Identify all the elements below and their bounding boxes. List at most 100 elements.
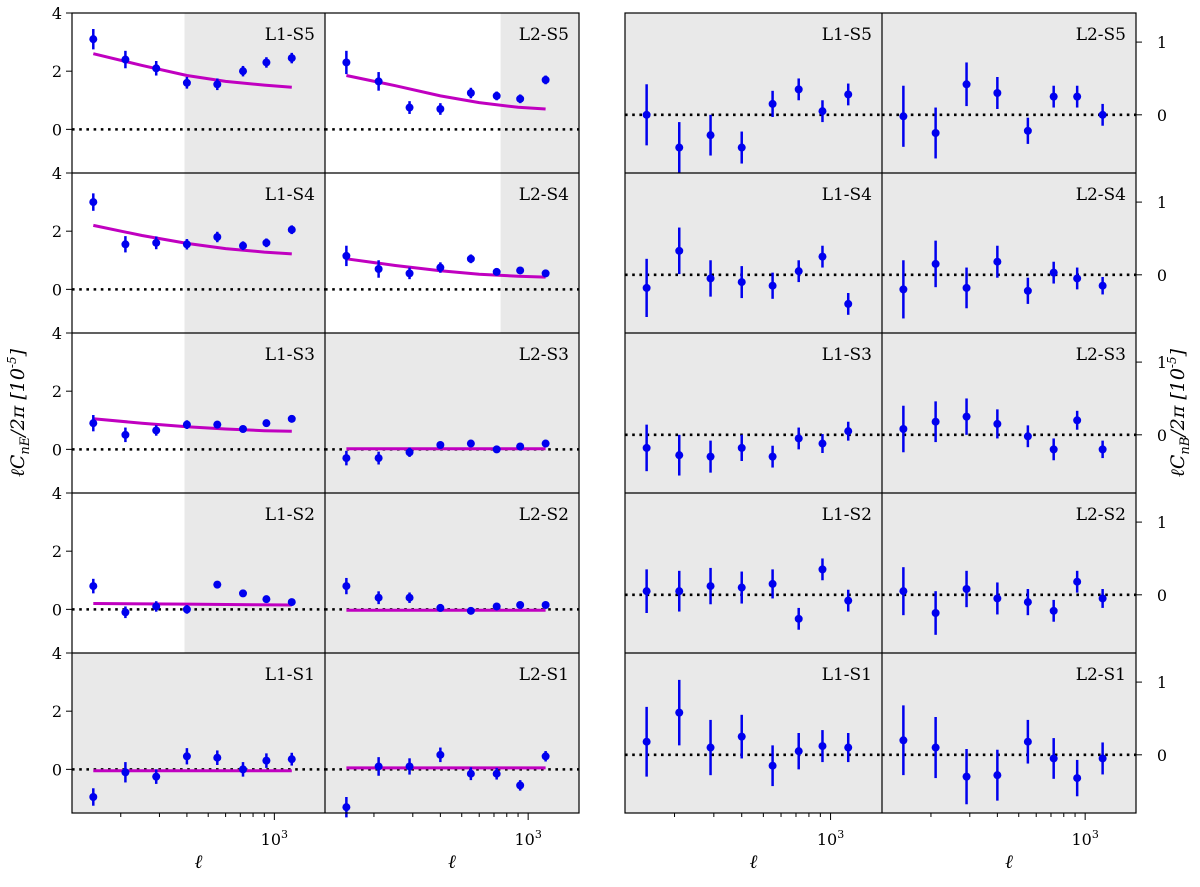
data-point-e-l1-s5-2 xyxy=(121,55,130,64)
data-point-e-l1-s1-4 xyxy=(182,752,191,761)
data-point-e-l1-s1-7 xyxy=(262,756,271,765)
data-point-b-l2-s5-1 xyxy=(899,112,908,121)
shade-b-l2-s5 xyxy=(882,13,1136,173)
data-point-b-l2-s5-8 xyxy=(1098,110,1107,119)
model-curve-e-l1-s3 xyxy=(93,417,292,433)
data-point-e-l2-s3-8 xyxy=(541,439,550,448)
data-point-e-l1-s5-3 xyxy=(152,64,161,73)
data-point-b-l1-s2-7 xyxy=(818,565,827,574)
shade-b-l2-s4 xyxy=(882,173,1136,333)
data-point-e-l1-s3-8 xyxy=(287,414,296,423)
text-labels: L1-S5 0 2 4 L2-S5 L1-S4 0 2 4 L2-S4 L1-S3 0 2 4 L2-S3 L… xyxy=(5,4,1193,873)
data-point-b-l1-s5-1 xyxy=(642,110,651,119)
data-point-e-l1-s5-1 xyxy=(89,35,98,44)
panel-label-b-l2-s4: L2-S4 xyxy=(1076,185,1126,205)
panel-label-e-l1-s2: L1-S2 xyxy=(265,505,315,525)
ytick-label-e-l1-s1-2: 2 xyxy=(52,702,62,721)
data-point-b-l2-s1-4 xyxy=(993,771,1002,780)
data-point-b-l2-s3-3 xyxy=(962,412,971,421)
data-point-e-l1-s2-1 xyxy=(89,582,98,591)
data-point-b-l2-s3-7 xyxy=(1073,416,1082,425)
data-point-e-l2-s2-4 xyxy=(436,603,445,612)
data-point-b-l1-s4-1 xyxy=(642,283,651,292)
ytick-label-b-l2-s5-1: 1 xyxy=(1157,33,1167,52)
data-point-e-l2-s5-4 xyxy=(436,105,445,113)
panel-label-e-l2-s5: L2-S5 xyxy=(519,25,569,45)
data-point-e-l1-s1-8 xyxy=(287,755,296,764)
ytick-label-b-l2-s2-0: 0 xyxy=(1157,586,1167,605)
data-point-b-l2-s3-6 xyxy=(1049,445,1058,454)
data-point-b-l1-s1-6 xyxy=(794,747,803,756)
data-point-e-l1-s5-6 xyxy=(239,67,248,76)
shade-b-l1-s2 xyxy=(625,493,882,653)
data-point-e-l2-s2-2 xyxy=(374,593,383,602)
data-point-b-l2-s4-6 xyxy=(1049,268,1058,277)
data-point-e-l1-s3-4 xyxy=(182,420,191,429)
data-point-e-l1-s4-6 xyxy=(239,241,248,250)
data-point-b-l2-s2-3 xyxy=(962,585,971,593)
data-point-b-l1-s1-3 xyxy=(706,743,715,752)
panel-label-b-l1-s5: L1-S5 xyxy=(822,25,872,45)
data-point-b-l1-s1-1 xyxy=(642,737,651,746)
data-point-e-l1-s1-2 xyxy=(121,768,130,777)
data-point-b-l1-s5-2 xyxy=(675,143,684,152)
data-point-e-l2-s5-5 xyxy=(466,89,475,97)
data-point-e-l1-s2-6 xyxy=(239,589,248,598)
data-point-b-l1-s5-8 xyxy=(844,90,853,99)
panel-label-e-l1-s1: L1-S1 xyxy=(265,665,315,685)
data-point-b-l2-s2-7 xyxy=(1073,577,1082,586)
data-point-e-l1-s4-5 xyxy=(213,233,222,241)
data-point-e-l1-s4-8 xyxy=(287,225,296,234)
figure-frame-b xyxy=(624,12,1137,814)
data-point-e-l2-s5-7 xyxy=(516,94,525,103)
data-point-e-l2-s4-4 xyxy=(436,263,445,272)
data-point-b-l1-s1-8 xyxy=(844,743,853,752)
data-point-b-l2-s4-8 xyxy=(1098,281,1107,290)
y-axis-label-e: ℓCnE/2π [10-5] xyxy=(5,348,33,477)
data-point-e-l2-s1-5 xyxy=(466,769,475,778)
data-point-e-l2-s3-6 xyxy=(492,445,501,454)
data-point-e-l2-s2-6 xyxy=(492,602,501,611)
xtick-label-e-l1-s1: 103 xyxy=(261,828,288,849)
ytick-label-e-l1-s5-2: 2 xyxy=(52,62,62,81)
data-point-b-l1-s3-7 xyxy=(818,439,827,448)
ytick-label-e-l1-s5-0: 0 xyxy=(52,120,62,139)
x-axis-label-e-col1: ℓ xyxy=(448,851,456,873)
shade-e-l2-s1 xyxy=(325,653,579,813)
data-point-b-l1-s3-4 xyxy=(737,443,746,452)
ytick-label-e-l1-s2-4: 4 xyxy=(52,484,62,503)
panel-label-e-l2-s4: L2-S4 xyxy=(519,185,569,205)
panel-label-e-l1-s5: L1-S5 xyxy=(265,25,315,45)
shade-e-l1-s5 xyxy=(184,13,325,173)
data-point-e-l2-s5-2 xyxy=(374,77,383,86)
shade-e-l2-s4 xyxy=(500,173,579,333)
data-point-b-l2-s4-3 xyxy=(962,283,971,292)
shade-e-l1-s4 xyxy=(184,173,325,333)
data-point-b-l2-s1-7 xyxy=(1073,774,1082,783)
data-points xyxy=(89,29,1107,818)
data-point-e-l1-s3-2 xyxy=(121,430,130,439)
ytick-label-b-l2-s4-0: 0 xyxy=(1157,266,1167,285)
data-point-e-l1-s2-8 xyxy=(287,598,296,607)
data-point-e-l2-s3-2 xyxy=(374,454,383,463)
data-point-b-l1-s5-5 xyxy=(768,99,777,108)
data-point-e-l1-s4-1 xyxy=(89,198,98,207)
y-axis-label-b: ℓCnB/2π [10-5] xyxy=(1165,348,1193,477)
data-point-b-l1-s4-6 xyxy=(794,267,803,276)
data-point-e-l2-s3-3 xyxy=(405,448,414,457)
ytick-label-b-l2-s4-1: 1 xyxy=(1157,193,1167,212)
ytick-label-b-l2-s3-0: 0 xyxy=(1157,426,1167,445)
ytick-label-e-l1-s3-2: 2 xyxy=(52,382,62,401)
data-point-e-l1-s5-4 xyxy=(182,78,191,87)
data-point-e-l1-s4-4 xyxy=(182,240,191,249)
data-point-e-l2-s4-1 xyxy=(342,251,351,260)
ytick-label-b-l2-s3-1: 1 xyxy=(1157,353,1167,372)
data-point-b-l1-s5-3 xyxy=(706,131,715,140)
data-point-b-l1-s3-6 xyxy=(794,434,803,443)
ytick-label-e-l1-s1-0: 0 xyxy=(52,760,62,779)
data-point-e-l2-s5-3 xyxy=(405,103,414,112)
data-point-e-l2-s4-7 xyxy=(516,266,525,275)
data-point-b-l1-s5-4 xyxy=(737,143,746,152)
data-point-e-l2-s5-6 xyxy=(492,91,501,100)
model-curves xyxy=(92,52,546,773)
